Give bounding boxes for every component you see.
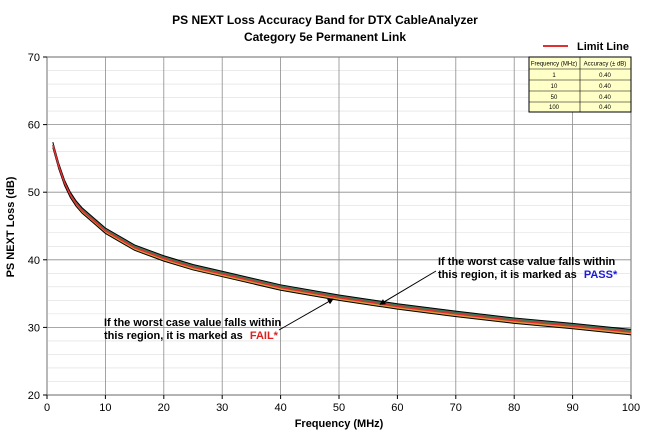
x-tick-label: 0 [44, 402, 50, 414]
pass-annotation-line2: this region, it is marked as PASS* [438, 269, 618, 281]
accuracy-table: Frequency (MHz) Accuracy (± dB) 1 0.40 1… [528, 56, 632, 113]
fail-annotation-line2: this region, it is marked as FAIL* [104, 330, 279, 342]
fail-annotation-line1: If the worst case value falls within [104, 317, 282, 329]
y-tick-label: 50 [28, 187, 40, 199]
pass-annotation-prefix: this region, it is marked as [438, 269, 577, 281]
x-tick-label: 90 [566, 402, 578, 414]
fail-arrow [278, 298, 334, 331]
annotation-arrows [278, 270, 437, 331]
y-tick-label: 20 [28, 390, 40, 402]
x-tick-label: 30 [216, 402, 228, 414]
series-line-limit [52, 144, 632, 333]
table-cell: 10 [551, 84, 558, 90]
y-tick-label: 40 [28, 255, 40, 267]
table-cell: 0.40 [599, 105, 611, 111]
table-cell: 0.40 [599, 84, 611, 90]
fail-keyword: FAIL* [250, 330, 279, 342]
pass-annotation: If the worst case value falls within thi… [438, 256, 618, 281]
table-cell: 50 [551, 95, 558, 101]
y-tick-label: 60 [28, 120, 40, 132]
table-header-accuracy: Accuracy (± dB) [584, 62, 627, 68]
table-cell: 1 [552, 73, 556, 79]
legend: Limit Line [543, 41, 629, 53]
x-tick-label: 20 [158, 402, 170, 414]
x-tick-label: 80 [508, 402, 520, 414]
x-tick-label: 40 [274, 402, 286, 414]
grid [46, 56, 632, 396]
pass-keyword: PASS* [584, 269, 618, 281]
y-tick-label: 30 [28, 322, 40, 334]
legend-label: Limit Line [577, 41, 629, 53]
y-axis-label: PS NEXT Loss (dB) [5, 176, 17, 277]
table-header-frequency: Frequency (MHz) [531, 62, 577, 68]
x-axis-label: Frequency (MHz) [295, 418, 384, 430]
fail-annotation-prefix: this region, it is marked as [104, 330, 243, 342]
pass-annotation-line1: If the worst case value falls within [438, 256, 616, 268]
table-cell: 0.40 [599, 95, 611, 101]
series-lines [52, 142, 632, 336]
series-line-upper-bound [52, 142, 632, 330]
chart-subtitle: Category 5e Permanent Link [244, 30, 406, 44]
chart-title: PS NEXT Loss Accuracy Band for DTX Cable… [172, 13, 478, 27]
x-tick-label: 60 [391, 402, 403, 414]
y-tick-label: 70 [28, 52, 40, 64]
x-tick-label: 70 [450, 402, 462, 414]
x-tick-label: 50 [333, 402, 345, 414]
ticks: 0 10 20 30 40 50 60 70 80 90 100 20 30 40 50 60 70 [28, 52, 640, 414]
fail-annotation: If the worst case value falls within thi… [104, 317, 282, 342]
table-cell: 0.40 [599, 73, 611, 79]
x-tick-label: 10 [99, 402, 111, 414]
pass-arrow [379, 270, 437, 305]
x-tick-label: 100 [622, 402, 640, 414]
series-line-lower-bound [52, 147, 632, 336]
table-cell: 100 [549, 105, 560, 111]
